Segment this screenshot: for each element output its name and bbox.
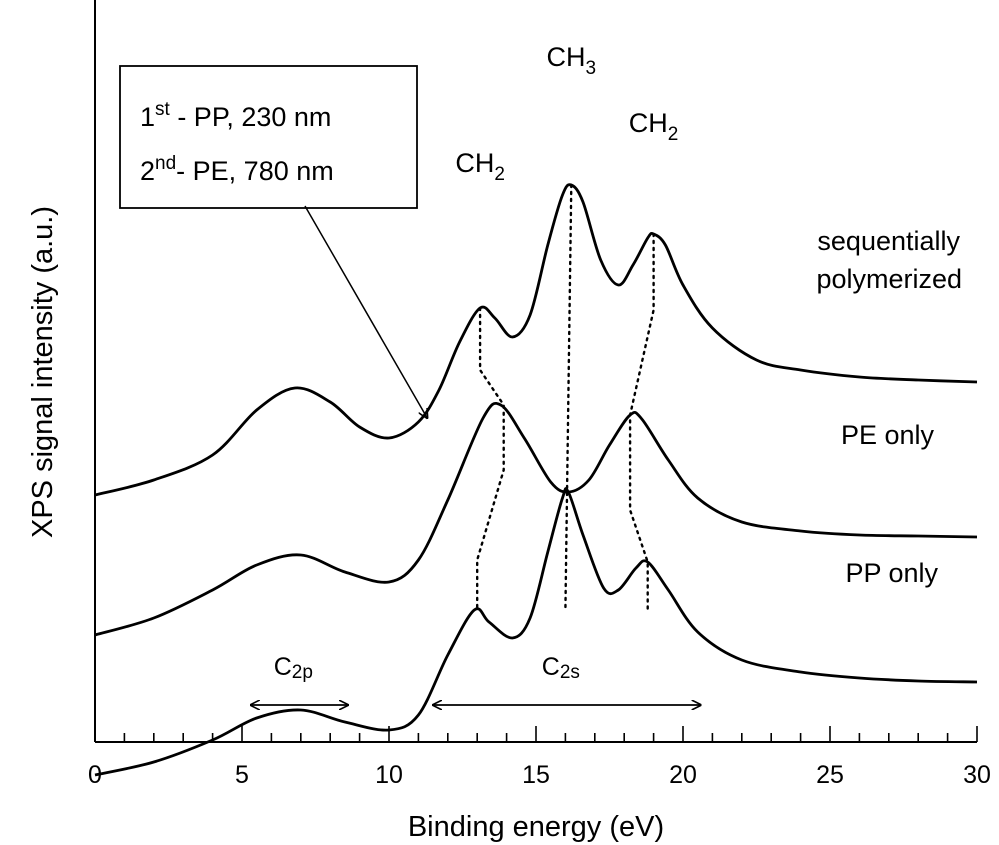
annotation-box	[119, 65, 418, 209]
annotation-line-1: 1st - PP, 230 nm	[140, 99, 331, 132]
series-labels: sequentially polymerized PE only PP only	[816, 226, 962, 588]
x-tick-label: 20	[669, 761, 697, 789]
series-label-pp-only: PP only	[845, 558, 938, 588]
series-line-pe-only	[94, 402, 978, 637]
series-line-pp-only	[94, 487, 978, 777]
annotation-arrow	[304, 205, 427, 418]
band-markers: C2p C2s	[251, 653, 701, 705]
axes: 0 5 10 15 20 25 30	[88, 0, 991, 789]
series-line-sequentially-polymerized	[94, 183, 978, 497]
x-axis-title: Binding energy (eV)	[408, 811, 664, 843]
peak-guide-line	[628, 232, 655, 612]
x-tick-label: 25	[816, 761, 844, 789]
y-axis-title: XPS signal intensity (a.u.)	[27, 206, 59, 538]
peak-label: CH2	[629, 108, 679, 145]
x-ticks	[94, 726, 978, 742]
series-label-pe-only: PE only	[841, 420, 935, 450]
peak-labels: CH2 CH3 CH2	[455, 42, 678, 185]
series-label-sequential-line1: sequentially	[817, 226, 960, 256]
x-tick-label: 15	[522, 761, 550, 789]
peak-guide-line	[476, 306, 505, 612]
sample-annotation: 1st - PP, 230 nm 2nd- PE, 780 nm	[119, 65, 427, 418]
peak-guides	[476, 183, 655, 612]
x-tick-label: 5	[235, 761, 249, 789]
band-label: C2s	[542, 653, 580, 683]
band-label: C2p	[274, 653, 313, 683]
x-tick-labels: 0 5 10 15 20 25 30	[88, 761, 991, 789]
peak-guide-line	[564, 183, 573, 612]
peak-label: CH2	[455, 148, 505, 185]
x-tick-label: 10	[375, 761, 403, 789]
series-group	[94, 183, 978, 777]
x-tick-label: 30	[963, 761, 991, 789]
series-label-sequential-line2: polymerized	[816, 264, 962, 294]
peak-label: CH3	[546, 42, 596, 79]
annotation-line-2: 2nd- PE, 780 nm	[140, 153, 334, 186]
